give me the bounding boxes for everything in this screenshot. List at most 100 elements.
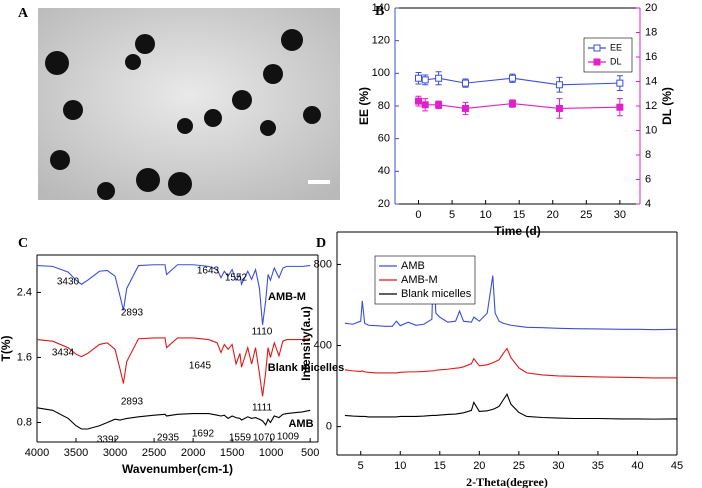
peak-label: 1110 bbox=[252, 327, 273, 338]
y2-tick-label: 14 bbox=[645, 75, 657, 87]
x-tick-label: 25 bbox=[580, 209, 592, 221]
x-tick-label: 35 bbox=[592, 460, 604, 472]
curve-label: AMB bbox=[288, 418, 313, 430]
tem-image bbox=[38, 8, 340, 200]
y-axis-label: Intensity(a.u) bbox=[299, 306, 313, 381]
series-line bbox=[344, 392, 678, 420]
x-axis-label: Wavenumber(cm-1) bbox=[122, 462, 233, 476]
y-tick-label: 60 bbox=[378, 133, 390, 145]
x-tick-label: 500 bbox=[301, 447, 319, 459]
series-line bbox=[36, 264, 311, 325]
marker bbox=[616, 79, 624, 87]
y-tick-label: 20 bbox=[378, 198, 390, 210]
peak-label: 3430 bbox=[57, 277, 80, 288]
marker bbox=[435, 74, 443, 82]
y2-tick-label: 20 bbox=[645, 2, 657, 14]
y-tick-label: 400 bbox=[314, 339, 332, 351]
y2-tick-label: 8 bbox=[645, 149, 651, 161]
peak-label: 1643 bbox=[197, 266, 220, 277]
marker bbox=[414, 74, 422, 82]
series-line bbox=[418, 100, 620, 110]
y-tick-label: 80 bbox=[378, 100, 390, 112]
legend-label: AMB bbox=[401, 260, 425, 272]
marker bbox=[421, 76, 429, 84]
marker bbox=[414, 97, 422, 105]
peak-label: 2893 bbox=[121, 308, 144, 319]
marker bbox=[435, 101, 443, 109]
x-tick-label: 10 bbox=[394, 460, 406, 472]
x-tick-label: 5 bbox=[358, 460, 364, 472]
y-tick-label: 1.6 bbox=[17, 351, 32, 363]
y-axis-label: T(%) bbox=[0, 336, 13, 362]
y-tick-label: 140 bbox=[372, 2, 390, 14]
y2-tick-label: 10 bbox=[645, 124, 657, 136]
x-tick-label: 15 bbox=[513, 209, 525, 221]
x-axis-label: 2-Theta(degree) bbox=[466, 475, 548, 488]
marker bbox=[421, 101, 429, 109]
marker bbox=[555, 81, 563, 89]
marker bbox=[508, 100, 516, 108]
peak-label: 1070 bbox=[253, 433, 276, 444]
legend-marker bbox=[593, 44, 601, 52]
panel-label: C bbox=[18, 236, 28, 251]
y2-tick-label: 4 bbox=[645, 198, 651, 210]
panel-label: B bbox=[375, 4, 384, 19]
peak-label: 1559 bbox=[229, 433, 252, 444]
y-tick-label: 800 bbox=[314, 258, 332, 270]
x-tick-label: 30 bbox=[552, 460, 564, 472]
x-tick-label: 15 bbox=[434, 460, 446, 472]
y2-axis-label: DL (%) bbox=[660, 87, 674, 125]
peak-label: 1009 bbox=[277, 432, 300, 443]
legend-label: DL bbox=[610, 56, 622, 66]
panel-label: A bbox=[18, 6, 29, 21]
curve-label: Blank micelles bbox=[268, 362, 344, 374]
x-tick-label: 25 bbox=[513, 460, 525, 472]
y2-tick-label: 6 bbox=[645, 173, 651, 185]
y-tick-label: 120 bbox=[372, 35, 390, 47]
y-axis-label: EE (%) bbox=[357, 87, 371, 125]
marker bbox=[461, 79, 469, 87]
series-line bbox=[418, 77, 620, 86]
curve-label: AMB-M bbox=[268, 291, 306, 303]
y-tick-label: 0 bbox=[326, 421, 332, 433]
legend-label: AMB-M bbox=[401, 274, 438, 286]
y-tick-label: 0.8 bbox=[17, 416, 32, 428]
x-tick-label: 3500 bbox=[64, 447, 88, 459]
y-tick-label: 100 bbox=[372, 67, 390, 79]
x-tick-label: 40 bbox=[631, 460, 643, 472]
particles bbox=[45, 29, 321, 200]
peak-label: 2935 bbox=[157, 433, 180, 444]
y-tick-label: 2.4 bbox=[17, 286, 32, 298]
x-tick-label: 45 bbox=[671, 460, 683, 472]
x-tick-label: 20 bbox=[473, 460, 485, 472]
y-tick-label: 40 bbox=[378, 165, 390, 177]
panel-label: D bbox=[316, 236, 326, 251]
legend-label: Blank micelles bbox=[401, 288, 472, 300]
x-tick-label: 3000 bbox=[103, 447, 127, 459]
peak-label: 3434 bbox=[52, 348, 75, 359]
x-tick-label: 1000 bbox=[259, 447, 283, 459]
x-tick-label: 20 bbox=[547, 209, 559, 221]
legend-label: EE bbox=[610, 42, 622, 52]
peak-label: 1645 bbox=[189, 361, 212, 372]
y2-tick-label: 18 bbox=[645, 26, 657, 38]
x-tick-label: 10 bbox=[479, 209, 491, 221]
series-line bbox=[36, 407, 311, 430]
peak-label: 3392 bbox=[97, 435, 120, 446]
marker bbox=[508, 74, 516, 82]
x-tick-label: 1500 bbox=[220, 447, 244, 459]
x-tick-label: 2500 bbox=[142, 447, 166, 459]
x-tick-label: 2000 bbox=[181, 447, 205, 459]
y2-tick-label: 12 bbox=[645, 100, 657, 112]
y2-tick-label: 16 bbox=[645, 51, 657, 63]
x-tick-label: 30 bbox=[614, 209, 626, 221]
legend-marker bbox=[593, 58, 601, 66]
peak-label: 1111 bbox=[252, 403, 272, 414]
series-line bbox=[36, 337, 311, 397]
marker bbox=[616, 103, 624, 111]
peak-label: 1552 bbox=[225, 273, 248, 284]
marker bbox=[555, 104, 563, 112]
x-axis-label: Time (d) bbox=[494, 224, 540, 238]
legend-box bbox=[583, 37, 633, 73]
